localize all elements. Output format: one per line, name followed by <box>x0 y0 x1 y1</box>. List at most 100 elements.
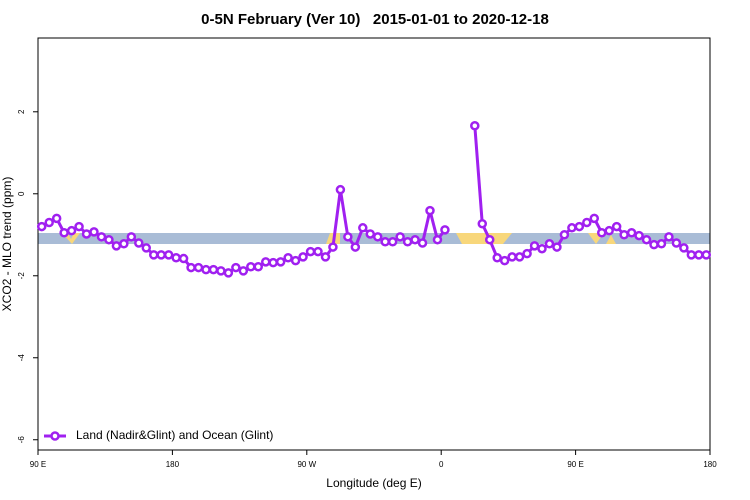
data-point <box>589 213 600 224</box>
data-point <box>171 252 181 263</box>
data-point <box>313 246 323 257</box>
x-tick-label: 90 E <box>30 460 46 469</box>
chart-title: 0-5N February (Ver 10) 2015-01-01 to 202… <box>201 11 549 28</box>
data-point <box>350 242 361 252</box>
data-point <box>537 243 547 254</box>
data-point <box>208 264 219 275</box>
x-axis-label: Longitude (deg E) <box>326 476 421 490</box>
data-point <box>380 236 390 247</box>
data-point <box>686 250 697 260</box>
data-point <box>328 242 338 252</box>
data-point <box>395 232 405 242</box>
data-point <box>402 236 413 247</box>
data-point <box>66 225 77 236</box>
y-tick-label: 0 <box>17 191 26 196</box>
data-point <box>626 227 637 238</box>
data-point <box>410 234 420 245</box>
data-point <box>634 230 644 241</box>
data-point <box>529 241 540 251</box>
data-point <box>507 252 517 262</box>
plot-frame <box>37 37 711 451</box>
data-point <box>484 234 495 245</box>
data-point <box>216 266 226 276</box>
data-point <box>604 225 614 236</box>
data-point <box>440 225 450 235</box>
data-point <box>238 266 249 276</box>
data-point <box>223 268 234 278</box>
y-tick-label: 2 <box>17 109 26 114</box>
data-point <box>559 230 570 240</box>
y-axis-label: XCO2 - MLO trend (ppm) <box>0 177 14 312</box>
data-point <box>552 242 562 252</box>
land-band <box>456 233 512 244</box>
data-point <box>365 229 376 239</box>
data-point <box>664 232 674 242</box>
data-point <box>492 252 502 263</box>
data-point <box>36 221 47 232</box>
data-point <box>305 246 316 257</box>
data-point <box>104 234 114 245</box>
legend-label: Land (Nadir&Glint) and Ocean (Glint) <box>76 428 273 442</box>
data-point <box>260 257 271 267</box>
y-tick-label: -2 <box>17 272 26 280</box>
data-point <box>649 239 659 250</box>
data-point <box>59 227 69 238</box>
data-point <box>231 262 241 273</box>
data-point <box>186 262 196 273</box>
legend-marker <box>50 431 60 441</box>
data-point <box>582 217 592 228</box>
data-point <box>679 243 689 253</box>
data-point <box>432 234 443 245</box>
data-point <box>425 205 435 216</box>
data-point <box>619 230 629 240</box>
data-point <box>372 232 383 242</box>
data-point <box>522 248 532 259</box>
data-point <box>417 238 428 248</box>
data-point <box>641 234 652 245</box>
data-point <box>656 239 667 249</box>
data-point <box>671 238 682 248</box>
data-point <box>111 241 122 251</box>
data-point <box>44 217 54 228</box>
data-point <box>163 250 174 260</box>
data-point <box>275 257 286 267</box>
data-point <box>335 184 346 195</box>
data-point <box>283 252 293 263</box>
data-point <box>694 250 704 260</box>
y-tick-label: -6 <box>17 436 26 444</box>
data-point <box>290 255 301 266</box>
data-point <box>320 252 331 262</box>
data-point <box>387 236 398 247</box>
data-point <box>514 252 525 262</box>
data-point <box>544 239 555 249</box>
data-point <box>193 262 204 273</box>
data-point <box>343 232 353 242</box>
data-point <box>611 221 622 232</box>
data-point <box>148 250 159 260</box>
data-point <box>126 232 137 242</box>
y-tick-label: -4 <box>17 354 26 362</box>
data-point <box>298 252 308 262</box>
series-line <box>41 189 447 275</box>
data-point <box>51 213 62 224</box>
x-tick-label: 90 W <box>297 460 316 469</box>
data-point <box>477 218 488 229</box>
x-tick-label: 0 <box>439 460 444 469</box>
data-point <box>156 250 166 260</box>
data-point <box>134 238 144 248</box>
data-point <box>701 250 712 260</box>
data-point <box>89 227 99 237</box>
data-point <box>499 255 510 266</box>
data-point <box>567 223 577 233</box>
data-point <box>201 264 211 275</box>
data-point <box>178 253 189 264</box>
x-tick-label: 180 <box>703 460 717 469</box>
data-point <box>81 229 92 239</box>
data-point <box>358 223 368 233</box>
x-tick-label: 90 E <box>567 460 583 469</box>
data-point <box>268 257 278 268</box>
data-point <box>141 243 152 253</box>
data-point <box>470 120 480 131</box>
data-point <box>253 262 264 272</box>
